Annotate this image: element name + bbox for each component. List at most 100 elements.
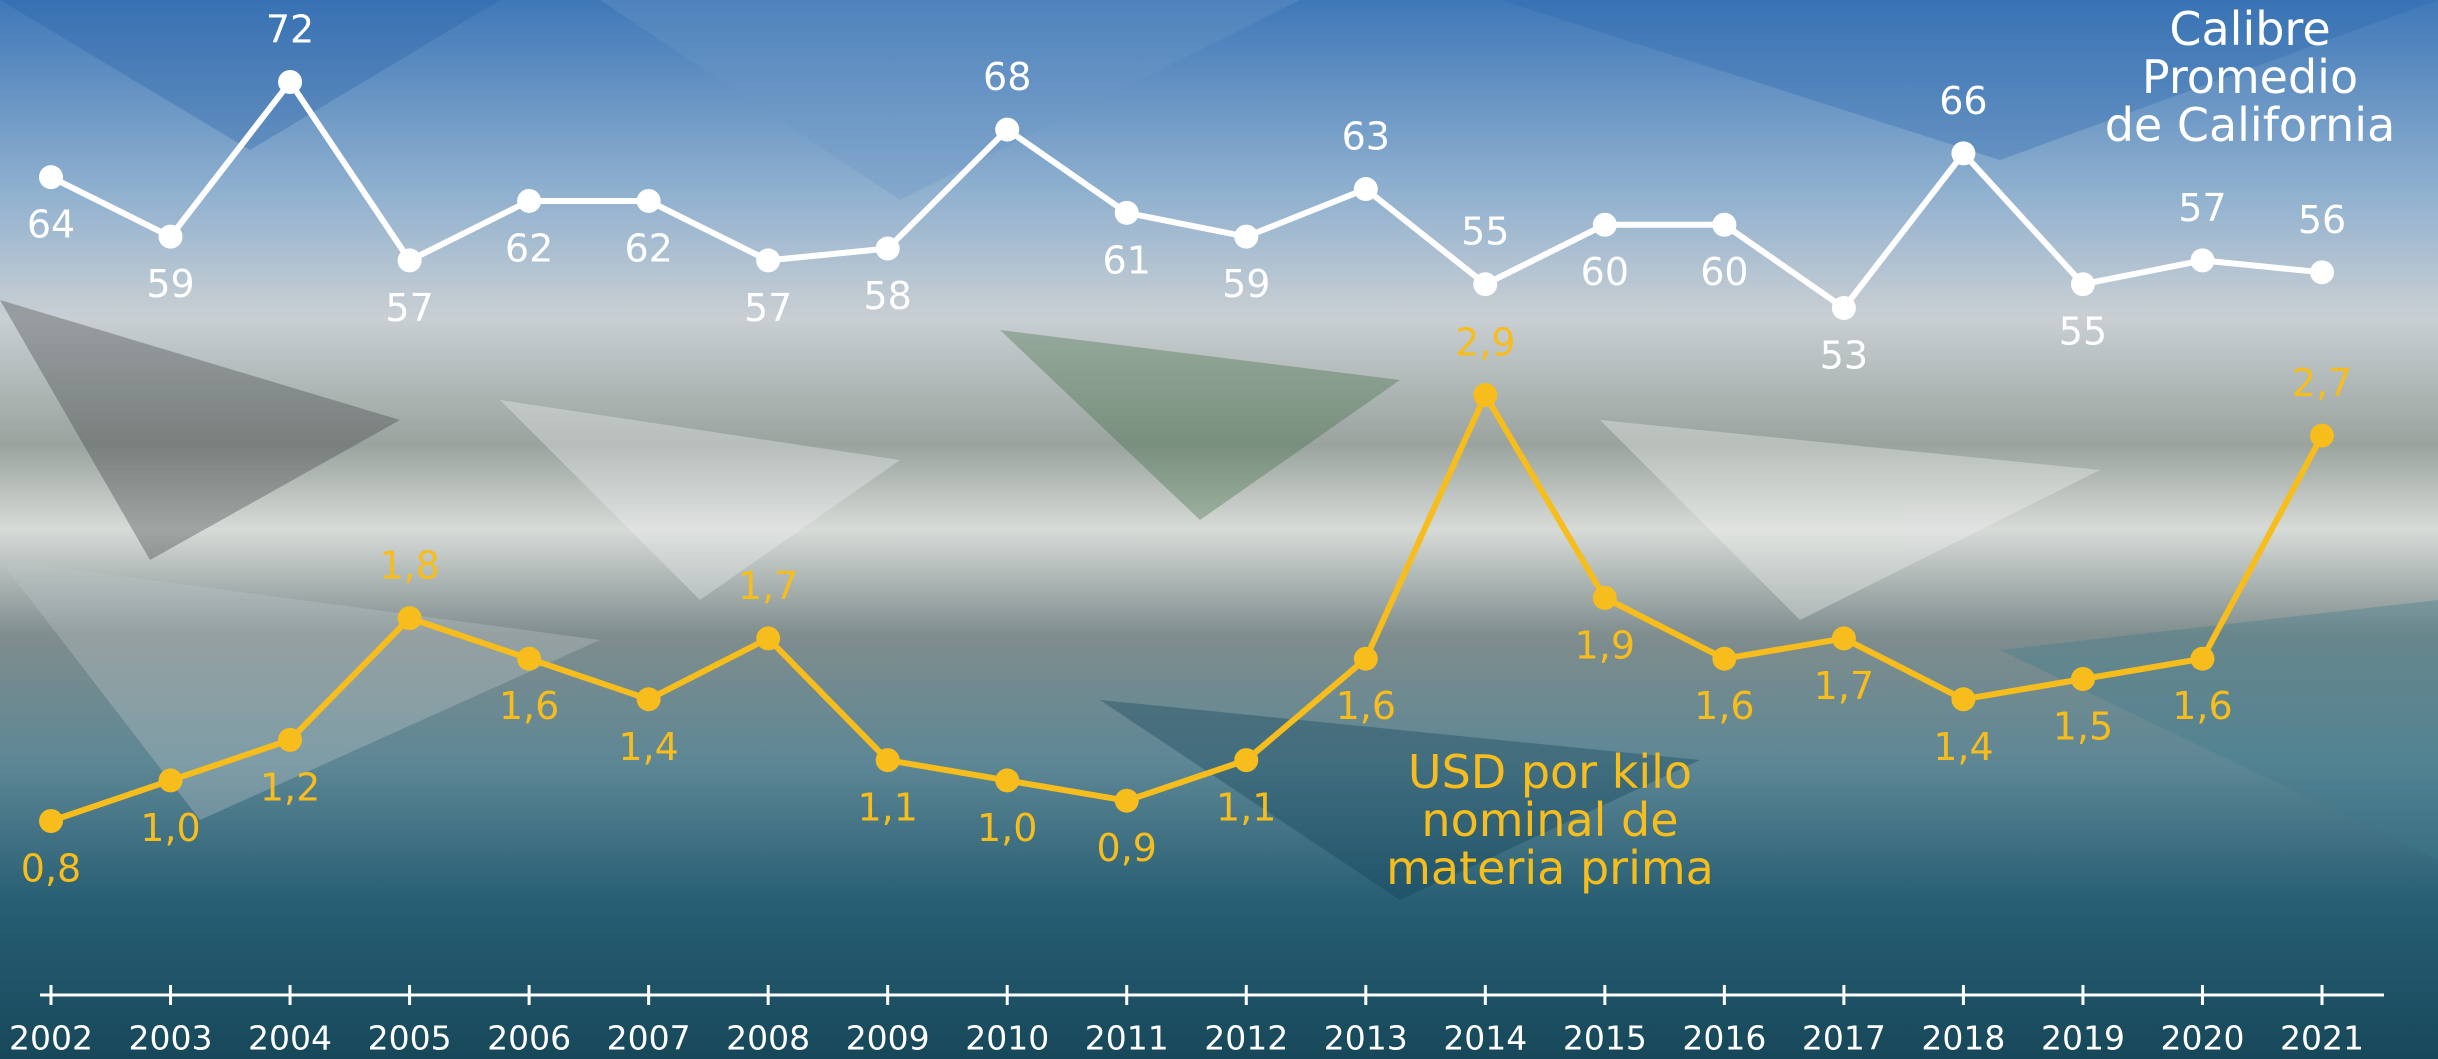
data-point: [2190, 646, 2215, 671]
data-point: [2310, 260, 2334, 285]
data-label: 66: [1939, 79, 1987, 123]
data-label: 63: [1342, 115, 1390, 159]
data-label: 61: [1103, 238, 1151, 282]
x-tick-label: 2007: [607, 1019, 691, 1058]
data-point: [1114, 200, 1139, 225]
data-point: [2070, 667, 2095, 691]
data-label: 1,6: [1694, 684, 1754, 728]
data-label: 58: [864, 274, 912, 318]
x-tick-label: 2006: [487, 1019, 571, 1058]
x-tick-label: 2003: [129, 1019, 213, 1058]
x-tick-label: 2015: [1563, 1019, 1647, 1058]
data-label: 62: [624, 226, 672, 270]
data-label: 1,0: [140, 806, 200, 850]
data-point: [995, 768, 1020, 793]
x-tick-label: 2002: [9, 1019, 93, 1058]
data-label: 1,5: [2053, 705, 2113, 749]
data-point: [2070, 272, 2095, 297]
data-point: [756, 626, 781, 651]
data-point: [1114, 788, 1139, 813]
x-tick-label: 2005: [368, 1019, 452, 1058]
data-label: 57: [2178, 186, 2226, 230]
data-point: [158, 224, 183, 249]
series-line: [49, 79, 2323, 311]
data-label: 59: [146, 262, 194, 306]
x-tick-label: 2009: [846, 1019, 930, 1058]
data-label: 60: [1581, 250, 1629, 294]
data-label: 1,7: [1814, 664, 1874, 708]
data-point: [2190, 248, 2215, 273]
data-point: [1712, 212, 1737, 237]
data-point: [1234, 748, 1259, 773]
data-point: [158, 768, 183, 793]
data-label: 2,7: [2292, 361, 2352, 405]
data-point: [278, 727, 303, 752]
data-label: 2,9: [1455, 321, 1515, 365]
data-point: [517, 188, 542, 213]
data-label: 72: [266, 8, 314, 52]
data-label: 0,8: [21, 847, 81, 891]
data-label: 1,4: [618, 725, 678, 769]
data-label: 1,9: [1575, 623, 1635, 667]
data-label: 60: [1700, 250, 1748, 294]
x-tick-label: 2016: [1682, 1019, 1766, 1058]
data-point: [1951, 141, 1976, 166]
data-point: [756, 248, 781, 273]
data-label: 1,1: [857, 786, 917, 830]
data-point: [1831, 626, 1856, 651]
data-label: 1,6: [2172, 684, 2232, 728]
data-point: [1473, 383, 1498, 407]
x-tick-label: 2004: [248, 1019, 332, 1058]
data-point: [636, 188, 661, 213]
data-point: [875, 236, 900, 261]
series-line: [50, 392, 2325, 824]
data-point: [517, 646, 542, 671]
data-point: [1473, 272, 1498, 297]
data-label: 64: [27, 203, 75, 247]
data-point: [1712, 646, 1737, 671]
x-tick-label: 2013: [1324, 1019, 1408, 1058]
data-label: 55: [2059, 310, 2107, 354]
data-point: [2310, 423, 2334, 448]
data-label: 1,6: [1336, 684, 1396, 728]
data-label: 1,4: [1933, 725, 1993, 769]
data-point: [1353, 646, 1378, 671]
x-tick-label: 2018: [1921, 1019, 2005, 1058]
data-point: [995, 117, 1020, 142]
data-point: [278, 70, 303, 94]
data-point: [1353, 177, 1378, 202]
data-label: 57: [744, 286, 792, 330]
data-label: 1,2: [260, 765, 320, 809]
data-label: 1,8: [379, 544, 439, 588]
data-point: [397, 606, 422, 631]
data-point: [1951, 687, 1976, 712]
data-point: [397, 248, 422, 273]
data-label: 68: [983, 55, 1031, 99]
data-label: 62: [505, 226, 553, 270]
data-point: [1592, 212, 1617, 237]
data-label: 1,7: [738, 564, 798, 608]
data-point: [636, 687, 661, 712]
x-tick-label: 2021: [2280, 1019, 2364, 1058]
x-tick-label: 2017: [1802, 1019, 1886, 1058]
x-tick-label: 2010: [965, 1019, 1049, 1058]
data-point: [1234, 224, 1259, 249]
series-label: Calibre Promedio de California: [2104, 2, 2396, 152]
data-label: 53: [1820, 334, 1868, 378]
series-label: USD por kilo nominal de materia prima: [1386, 745, 1714, 895]
x-tick-label: 2012: [1204, 1019, 1288, 1058]
data-point: [39, 165, 63, 190]
data-label: 0,9: [1097, 826, 1157, 870]
data-label: 1,1: [1216, 786, 1276, 830]
x-tick-label: 2011: [1085, 1019, 1169, 1058]
data-label: 1,0: [977, 806, 1037, 850]
data-label: 55: [1461, 210, 1509, 254]
data-label: 1,6: [499, 684, 559, 728]
data-point: [39, 809, 63, 833]
data-point: [1831, 296, 1856, 320]
data-label: 57: [385, 286, 433, 330]
data-label: 56: [2298, 198, 2346, 242]
